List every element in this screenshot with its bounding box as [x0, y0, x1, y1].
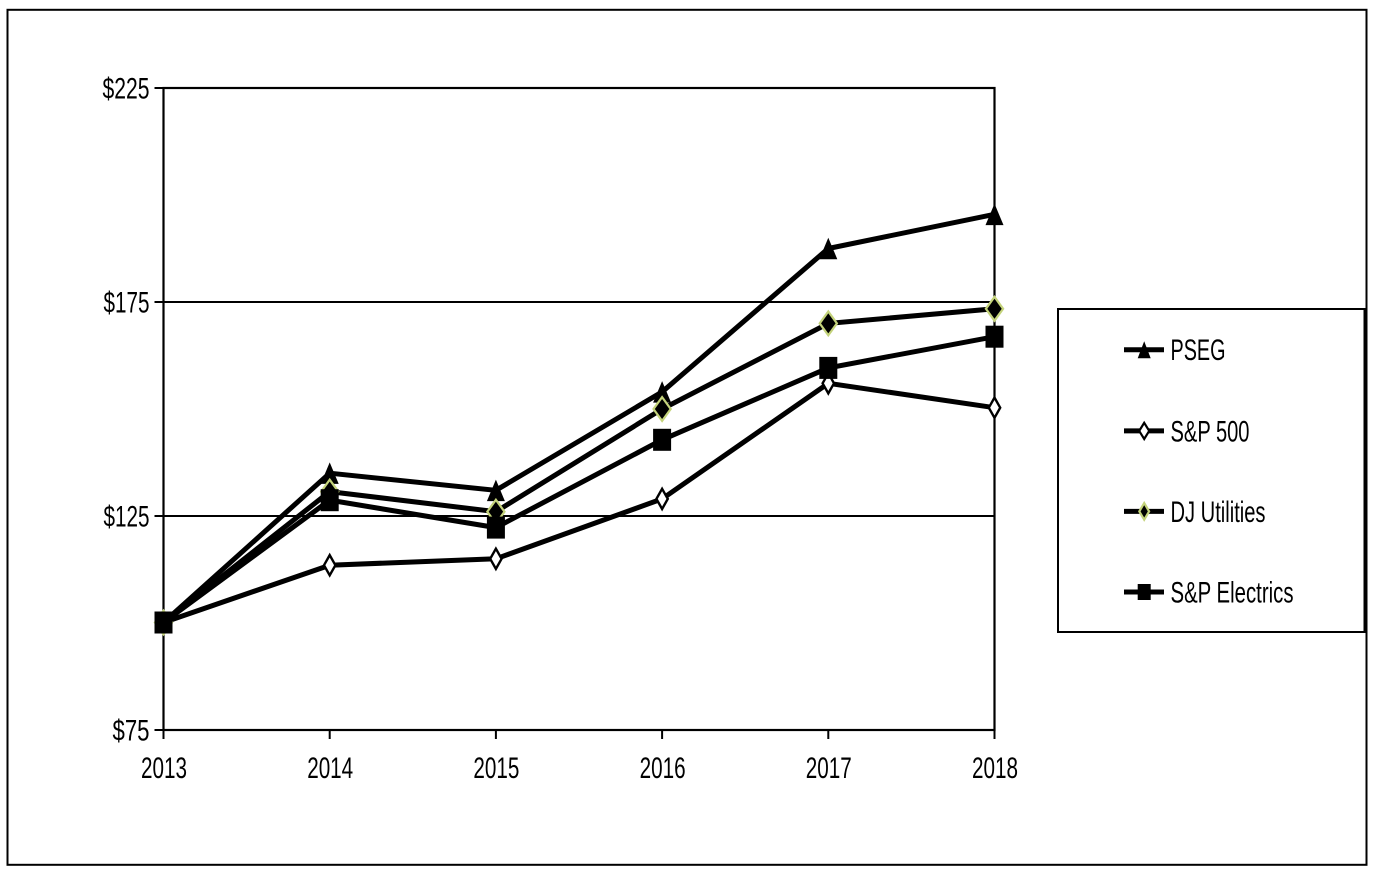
svg-text:$125: $125 [104, 501, 150, 534]
svg-text:S&P Electrics: S&P Electrics [1171, 577, 1294, 610]
svg-text:$75: $75 [113, 715, 150, 748]
svg-text:DJ Utilities: DJ Utilities [1171, 496, 1266, 529]
svg-text:S&P 500: S&P 500 [1171, 415, 1250, 448]
svg-text:2016: 2016 [640, 752, 686, 785]
svg-text:2014: 2014 [307, 752, 353, 785]
svg-text:2018: 2018 [972, 752, 1018, 785]
svg-text:$225: $225 [103, 73, 150, 106]
svg-text:$175: $175 [104, 287, 150, 320]
svg-text:2015: 2015 [473, 752, 519, 785]
svg-text:2017: 2017 [806, 752, 852, 785]
svg-text:PSEG: PSEG [1171, 334, 1226, 367]
svg-text:2013: 2013 [141, 752, 187, 785]
